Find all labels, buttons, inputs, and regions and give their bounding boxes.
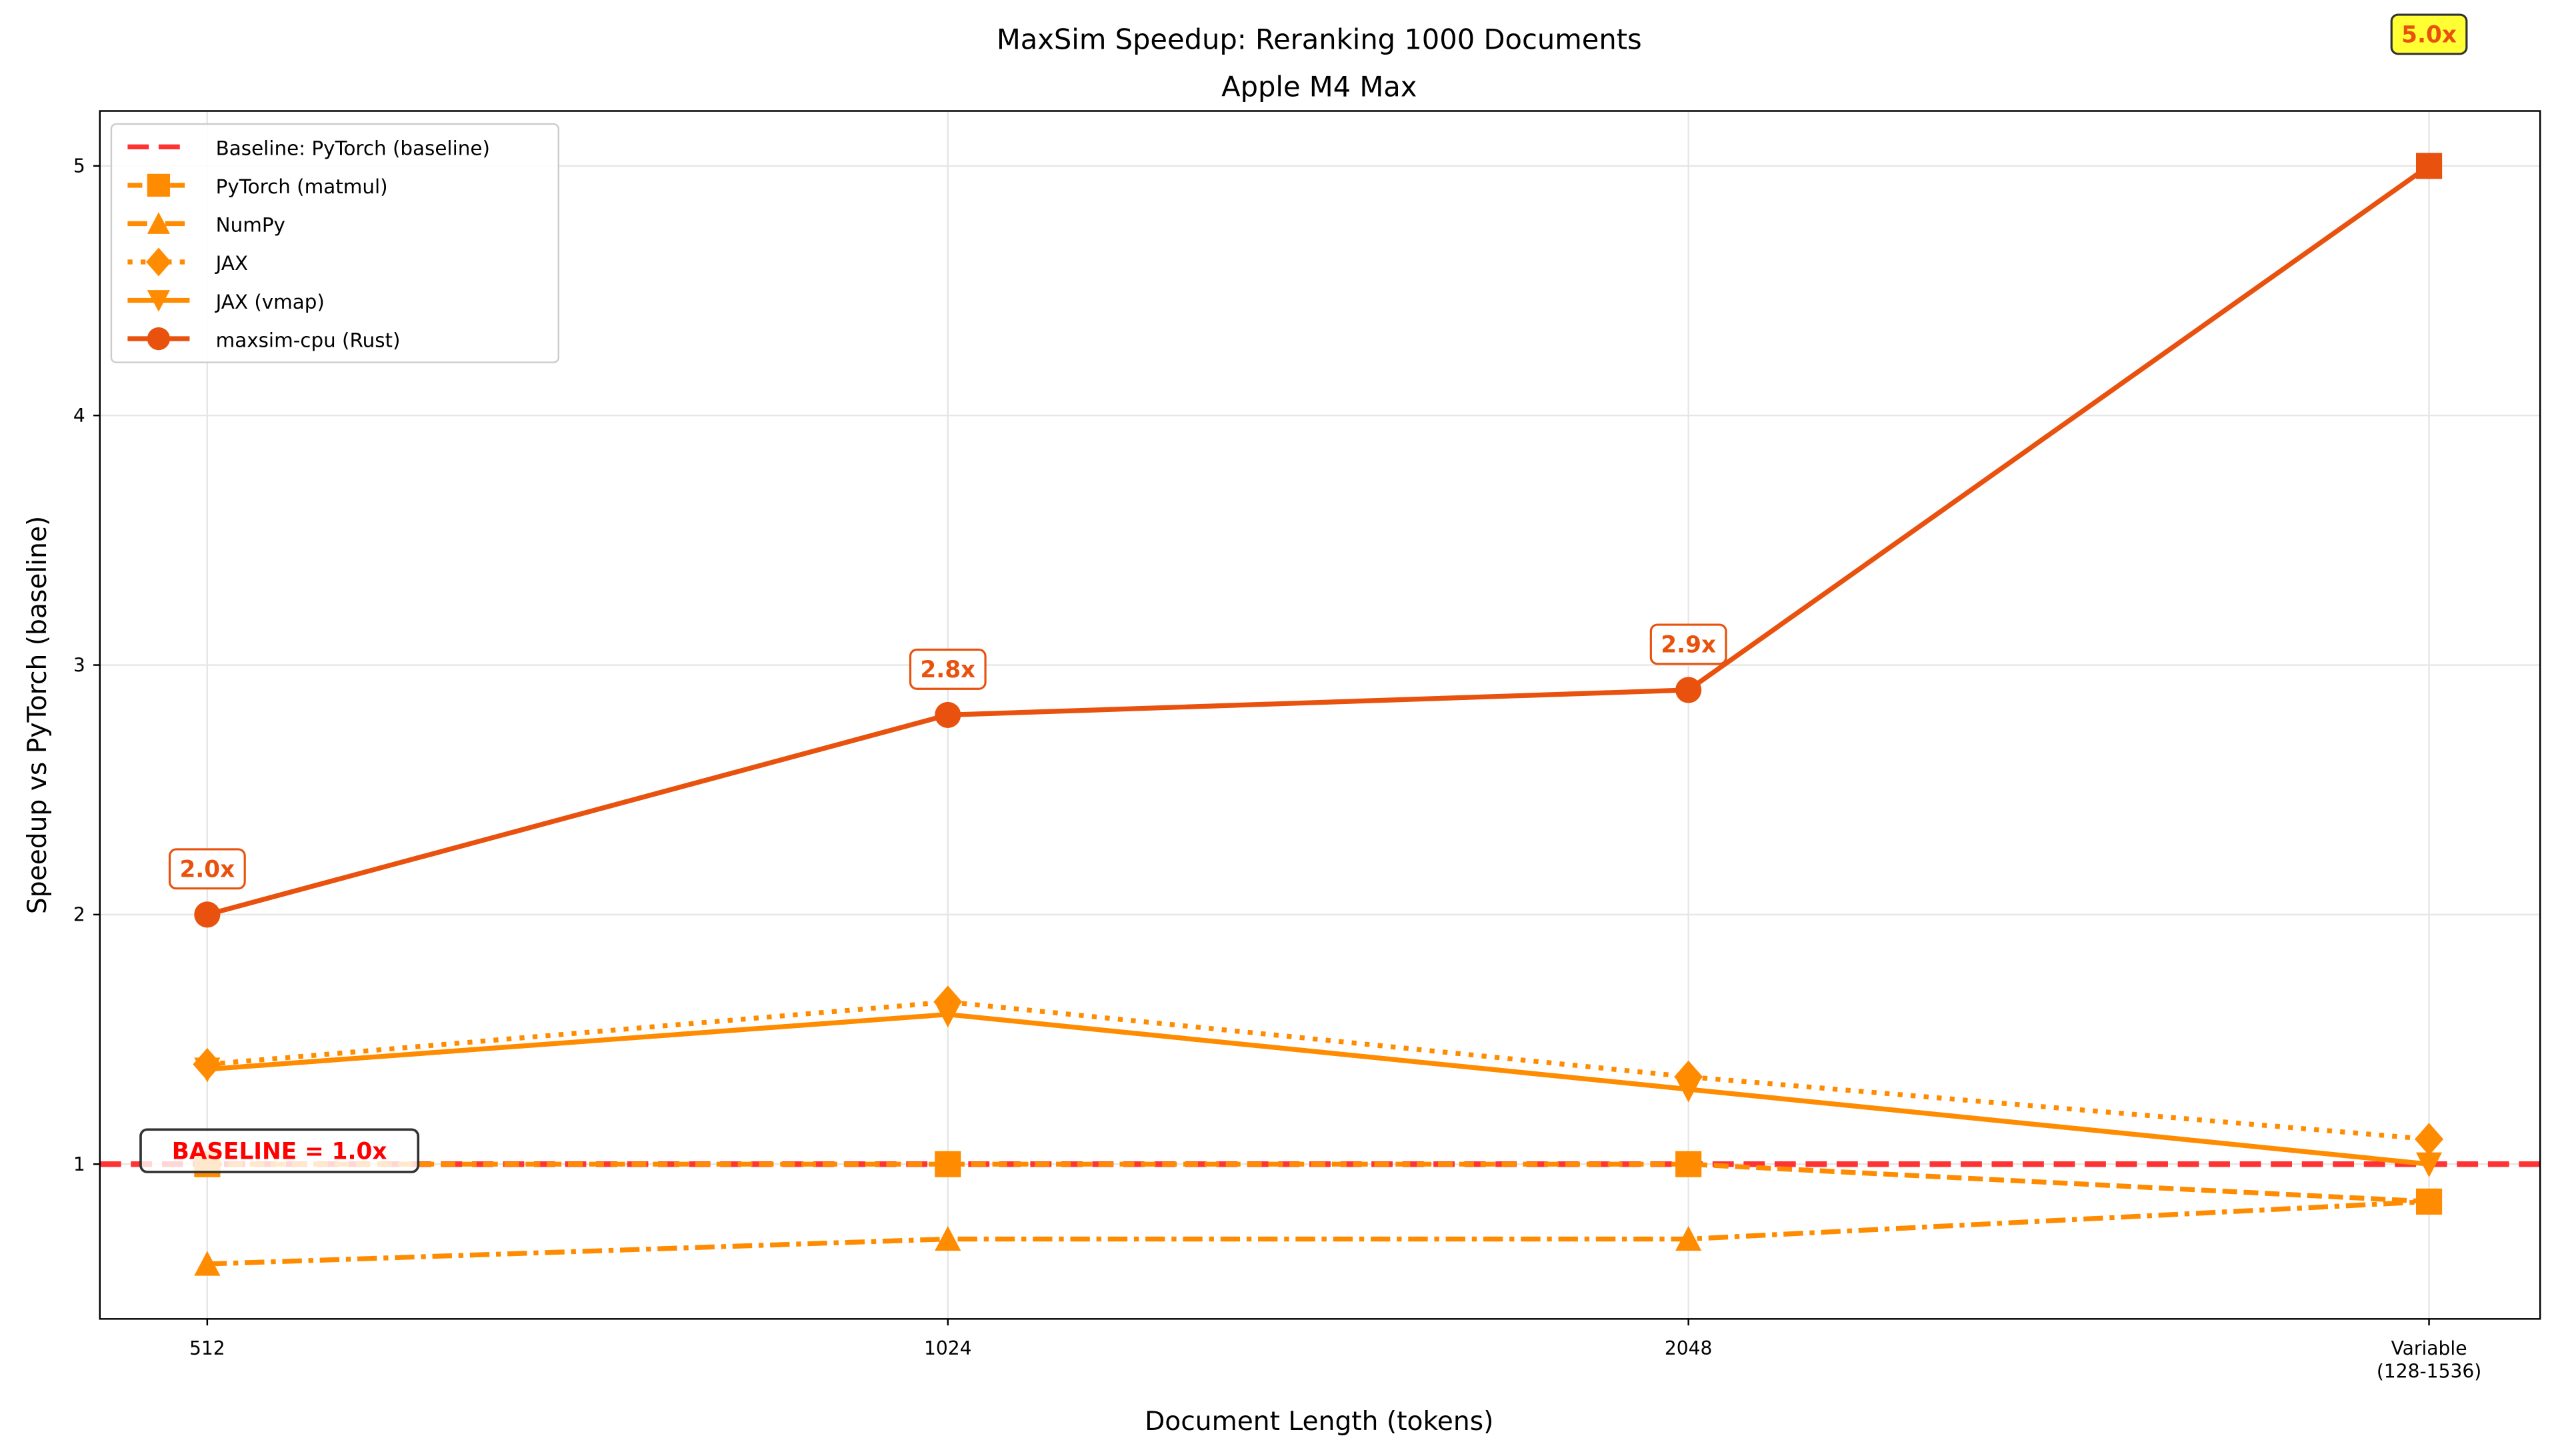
legend-entry: NumPy [127, 212, 285, 237]
diamond-marker [2415, 1123, 2444, 1156]
triangle-down-marker [935, 1003, 961, 1028]
series-line [207, 1011, 2429, 1167]
circle-marker [147, 327, 171, 351]
square-marker [2415, 153, 2443, 179]
data-label-box [909, 648, 987, 690]
baseline-label-box [139, 1128, 420, 1173]
square-marker [935, 1151, 961, 1177]
legend-label: NumPy [216, 214, 285, 237]
circle-marker [194, 901, 221, 928]
data-label: 2.8x [909, 648, 987, 690]
legend-label: maxsim-cpu (Rust) [216, 329, 401, 351]
legend-label: Baseline: PyTorch (baseline) [216, 137, 490, 160]
diamond-marker [146, 247, 171, 277]
circle-marker [935, 701, 961, 728]
series-pytorch-matmul- [194, 1151, 2443, 1215]
triangle-up-marker [935, 1225, 961, 1251]
data-label: 2.9x [1649, 623, 1727, 665]
triangle-down-marker [2415, 1152, 2443, 1177]
axes-frame [99, 110, 2541, 1320]
legend-entry: JAX [127, 247, 248, 277]
series-line [207, 1161, 2429, 1205]
square-marker [1675, 1151, 1702, 1177]
data-label-box [2390, 13, 2468, 55]
x-tick-label: 1024 [924, 1337, 972, 1359]
baseline-label: BASELINE = 1.0x [139, 1128, 420, 1173]
chart-title: MaxSim Speedup: Reranking 1000 Documents [997, 23, 1642, 55]
square-marker [147, 173, 171, 197]
series-line [206, 163, 2431, 917]
x-tick-label: 2048 [1665, 1337, 1713, 1359]
legend-entry: JAX (vmap) [127, 290, 325, 313]
series-jax-vmap- [194, 1003, 2443, 1177]
legend-entry: PyTorch (matmul) [127, 173, 388, 198]
series-numpy [194, 1188, 2443, 1276]
x-axis-label: Document Length (tokens) [1145, 1407, 1493, 1437]
data-label-text: 2.8x [920, 657, 975, 683]
y-tick-label: 2 [73, 904, 85, 926]
ticks: 512 1024 2048 Variable (128-1536) 1 2 3 4 5 [73, 155, 2481, 1383]
legend-entry: Baseline: PyTorch (baseline) [127, 137, 490, 160]
circle-marker [1675, 677, 1702, 703]
x-tick-label: 512 [189, 1337, 225, 1359]
series-line [207, 999, 2429, 1142]
plot-area: BASELINE = 1.0x 2.0x 2.8x 2.9x 5.0x [99, 13, 2541, 1276]
legend-box [110, 123, 560, 363]
legend: Baseline: PyTorch (baseline) PyTorch (mat… [110, 123, 560, 363]
triangle-up-marker [2415, 1188, 2443, 1214]
triangle-down-marker [194, 1057, 221, 1083]
y-tick-label: 3 [73, 654, 85, 676]
data-label-text: 5.0x [2401, 22, 2457, 49]
series-maxsim-cpu-rust- [194, 153, 2443, 928]
y-tick-label: 1 [73, 1153, 85, 1175]
legend-label: PyTorch (matmul) [216, 175, 388, 198]
y-tick-label: 4 [73, 405, 85, 427]
legend-entry: maxsim-cpu (Rust) [127, 327, 401, 351]
data-label-text: 2.0x [179, 857, 235, 883]
data-label-box [168, 848, 246, 890]
data-label: 5.0x [2390, 13, 2468, 55]
data-label: 2.0x [168, 848, 246, 890]
data-label-text: 2.9x [1661, 632, 1716, 659]
triangle-up-marker [147, 212, 171, 234]
y-tick-label: 5 [73, 155, 85, 177]
triangle-up-marker [1675, 1225, 1702, 1251]
triangle-up-marker [194, 1251, 221, 1276]
triangle-down-marker [1675, 1077, 1702, 1103]
series-line [207, 1199, 2429, 1267]
legend-label: JAX (vmap) [215, 291, 325, 313]
triangle-down-marker [147, 290, 171, 312]
baseline-label-text: BASELINE = 1.0x [172, 1138, 387, 1165]
chart-subtitle: Apple M4 Max [1221, 70, 1417, 103]
data-label-box [1649, 623, 1727, 665]
legend-label: JAX [215, 252, 248, 275]
y-axis-label: Speedup vs PyTorch (baseline) [23, 516, 53, 914]
x-tick-label: Variable (128-1536) [2377, 1337, 2481, 1382]
